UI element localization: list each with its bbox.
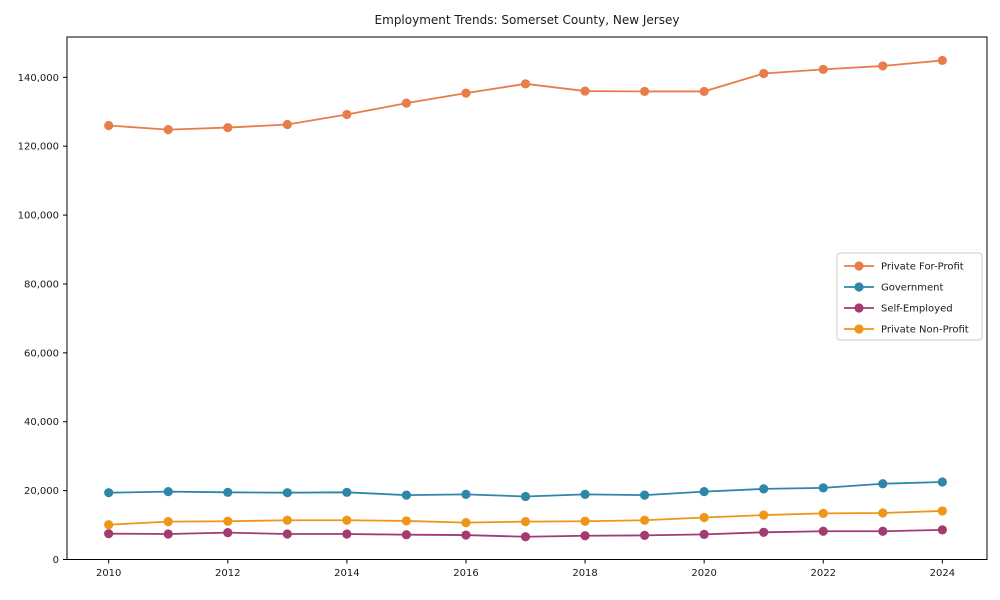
data-point-marker [223,122,233,133]
data-point-marker [163,125,173,135]
data-point-marker [699,487,709,497]
data-point-marker [461,530,471,540]
legend-swatch-marker [854,303,864,313]
x-tick-label: 2010 [96,568,121,579]
data-point-marker [223,516,233,526]
data-point-marker [163,529,173,539]
y-tick-label: 120,000 [18,142,59,153]
data-point-marker [163,487,173,497]
data-point-marker [461,88,471,98]
legend-item-label: Government [881,283,943,294]
x-tick-label: 2016 [453,568,478,579]
data-point-marker [640,530,650,540]
data-point-marker [401,490,412,500]
legend-item: Private For-Profit [844,261,964,273]
legend-item: Self-Employed [844,303,953,315]
data-point-marker [937,55,947,66]
data-point-marker [759,68,769,79]
x-tick-label: 2012 [215,568,240,579]
data-point-marker [163,517,173,527]
data-point-marker [342,109,352,120]
plot-area-border [66,36,988,560]
data-point-marker [580,86,590,96]
x-tick-label: 2024 [930,568,955,579]
data-point-marker [282,529,292,539]
data-point-marker [104,520,114,530]
legend-box [836,252,983,341]
data-point-marker [104,529,114,539]
data-point-marker [878,508,888,518]
data-point-marker [818,526,828,536]
y-tick-label: 100,000 [18,211,59,222]
legend: Private For-Profit Government Self-Employe… [836,252,983,341]
series-line-private-for-profit [108,59,943,131]
data-point-marker [282,488,292,498]
data-point-marker [818,64,828,74]
data-point-marker [937,477,947,487]
data-point-marker [580,531,590,541]
data-point-marker [282,515,292,525]
data-point-marker [818,483,828,493]
data-point-marker [818,508,828,518]
data-point-marker [937,506,947,516]
legend-swatch-marker [854,282,864,292]
data-point-marker [520,491,531,502]
data-point-marker [104,488,114,498]
data-point-marker [699,529,709,539]
data-point-marker [223,487,233,497]
data-point-marker [640,86,650,97]
y-tick-label: 20,000 [24,486,59,497]
data-point-marker [520,79,531,89]
legend-swatch-marker [854,261,864,271]
data-point-marker [461,518,471,528]
x-tick-label: 2018 [572,568,597,579]
x-tick-label: 2022 [811,568,836,579]
data-point-marker [104,120,114,131]
data-point-marker [878,61,888,71]
data-point-marker [640,515,650,525]
data-point-marker [520,517,531,527]
x-tick-label: 2014 [334,568,359,579]
legend-swatch-marker [854,324,864,334]
data-point-marker [461,489,471,500]
data-point-marker [342,515,352,525]
series-private-for-profit [104,55,947,135]
chart-title: Employment Trends: Somerset County, New … [374,13,680,27]
x-tick-label: 2020 [691,568,716,579]
legend-item-label: Self-Employed [881,304,953,315]
data-point-marker [759,510,769,520]
data-point-marker [878,526,888,536]
data-point-marker [401,530,412,540]
data-point-marker [401,516,412,526]
legend-item: Private Non-Profit [844,324,969,336]
data-point-marker [937,525,947,535]
data-point-marker [223,528,233,538]
data-point-marker [640,490,650,500]
data-point-marker [699,512,709,523]
legend-item: Government [844,282,943,294]
y-tick-label: 0 [53,555,59,566]
data-point-marker [699,86,709,97]
y-tick-label: 60,000 [24,348,59,359]
data-point-marker [342,487,352,497]
data-point-marker [282,119,292,130]
data-point-marker [580,516,590,526]
data-point-marker [520,532,531,542]
data-point-marker [759,527,769,537]
series-private-non-profit [104,506,947,530]
data-point-marker [878,479,888,489]
data-point-marker [759,484,769,494]
data-point-marker [342,529,352,539]
data-point-marker [580,489,590,500]
y-tick-label: 80,000 [24,279,59,290]
y-tick-label: 40,000 [24,417,59,428]
data-point-marker [401,98,412,108]
legend-item-label: Private For-Profit [881,262,964,273]
legend-item-label: Private Non-Profit [881,325,969,336]
series-government [104,477,947,502]
y-tick-label: 140,000 [18,73,59,84]
series-self-employed [104,525,947,542]
